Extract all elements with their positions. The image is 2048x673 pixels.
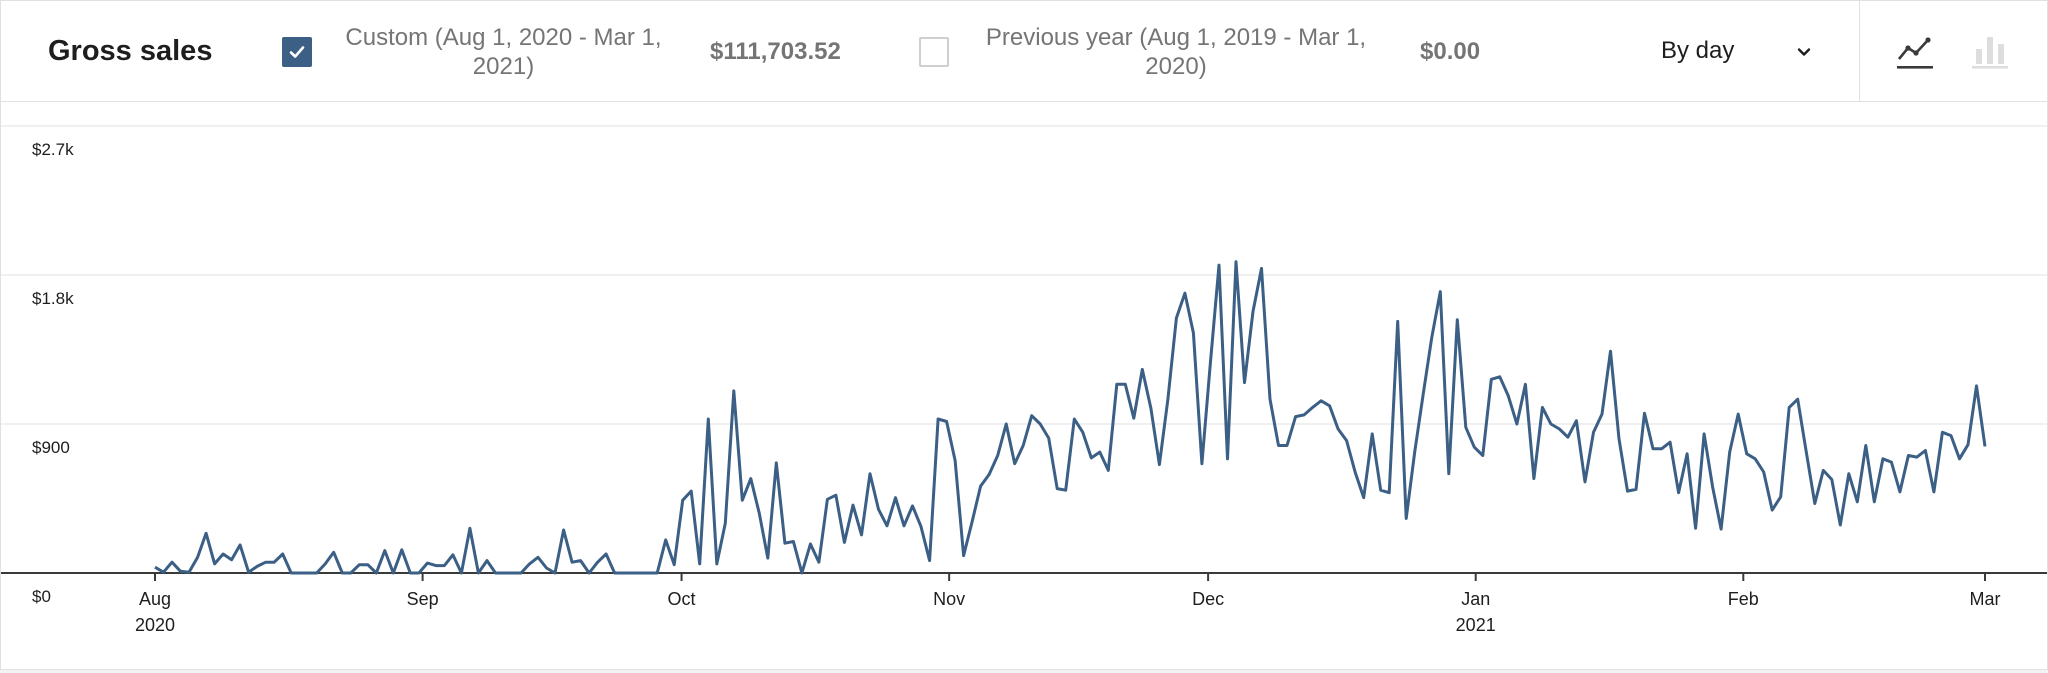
primary-series-label-line2: 2021) xyxy=(472,53,535,80)
sales-line-chart: $0 $900 $1.8k $2.7k Aug 2020 Sep Oct Nov Dec Jan 20… xyxy=(1,125,2047,635)
x-tick-label: Sep xyxy=(407,589,439,609)
x-tick-label: Jan xyxy=(1461,589,1490,609)
secondary-series-label-line1: Previous year (Aug 1, 2019 - Mar 1, xyxy=(985,24,1367,51)
x-tick-year-label: 2021 xyxy=(1456,615,1496,635)
x-tick-label: Aug xyxy=(139,589,171,609)
y-tick-label: $2.7k xyxy=(32,140,74,159)
chart-header: Gross sales Custom (Aug 1, 2020 - Mar 1,… xyxy=(1,1,2047,102)
checkmark-icon xyxy=(289,46,305,58)
bar-chart-icon xyxy=(1972,37,2008,69)
chevron-down-icon xyxy=(1797,48,1811,56)
x-tick-year-label: 2020 xyxy=(135,615,175,635)
chart-title: Gross sales xyxy=(48,35,213,67)
x-tick-label: Nov xyxy=(933,589,965,609)
interval-select[interactable]: By day xyxy=(1661,37,1821,67)
secondary-series-total: $0.00 xyxy=(1420,38,1481,65)
secondary-series-checkbox[interactable] xyxy=(919,37,949,67)
x-tick-label: Mar xyxy=(1970,589,2001,609)
primary-series-label[interactable]: Custom (Aug 1, 2020 - Mar 1, 2021) xyxy=(331,23,676,81)
secondary-series-label-line2: 2020) xyxy=(1145,53,1207,80)
line-chart-icon xyxy=(1897,37,1933,69)
primary-series-label-line1: Custom (Aug 1, 2020 - Mar 1, xyxy=(345,24,662,51)
x-tick-label: Feb xyxy=(1728,589,1759,609)
line-chart-button[interactable] xyxy=(1895,31,1935,71)
bar-chart-button[interactable] xyxy=(1970,31,2010,71)
primary-series-checkbox[interactable] xyxy=(282,37,312,67)
primary-series-total: $111,703.52 xyxy=(710,38,841,65)
x-tick-label: Oct xyxy=(668,589,696,609)
x-tick-label: Dec xyxy=(1192,589,1224,609)
series-line xyxy=(154,260,1987,575)
secondary-series-label[interactable]: Previous year (Aug 1, 2019 - Mar 1, 2020… xyxy=(971,23,1381,81)
y-tick-label: $0 xyxy=(32,587,51,606)
header-divider xyxy=(1859,1,1860,101)
y-tick-label: $1.8k xyxy=(32,289,74,308)
interval-select-value: By day xyxy=(1661,37,1735,64)
y-tick-label: $900 xyxy=(32,438,70,457)
